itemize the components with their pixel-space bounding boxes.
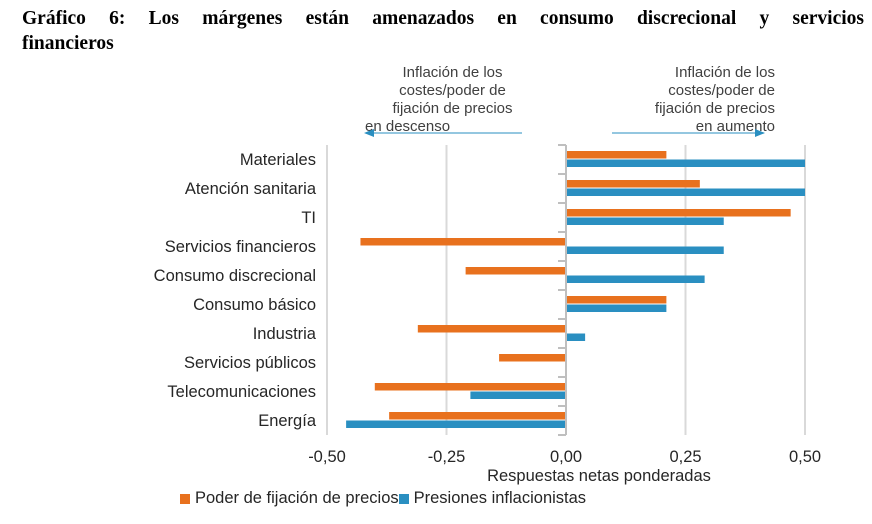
bar-pricing-power [374, 383, 566, 391]
category-label: Consumo básico [193, 296, 316, 314]
legend-label: Poder de fijación de precios [195, 489, 399, 507]
x-tick-label: 0,25 [669, 448, 701, 466]
legend-swatch-orange [180, 493, 190, 504]
left-arrow-head-icon [364, 129, 374, 137]
bar-inflation-pressures [566, 333, 586, 341]
bars [346, 151, 805, 428]
annotation-increasing-line: Inflación de los [674, 64, 775, 81]
annotation-decreasing-line: fijación de precios [392, 100, 513, 117]
category-label: Energía [258, 412, 317, 430]
legend-item-pricing-power: Poder de fijación de precios [180, 489, 399, 508]
bar-inflation-pressures [566, 304, 667, 312]
x-tick-label: 0,50 [789, 448, 821, 466]
chart-title-line-2: financieros [22, 33, 114, 54]
bar-inflation-pressures [346, 420, 566, 428]
x-tick-label: 0,00 [550, 448, 582, 466]
annotation-increasing-line: fijación de precios [654, 100, 775, 117]
x-tick-label: -0,50 [308, 448, 346, 466]
category-label: Consumo discrecional [154, 267, 316, 285]
bar-pricing-power [566, 296, 667, 304]
direction-arrows [364, 129, 765, 137]
annotation-decreasing-line: en descenso [365, 118, 451, 135]
annotation-decreasing-line: Inflación de los [402, 64, 503, 81]
bar-pricing-power [389, 412, 566, 420]
legend: Poder de fijación de precios Presiones i… [180, 489, 586, 508]
bar-inflation-pressures [566, 275, 705, 283]
bar-pricing-power [566, 209, 791, 217]
x-tick-label: -0,25 [428, 448, 466, 466]
category-label: Industria [253, 325, 317, 343]
x-tick-labels: -0,50 -0,25 0,00 0,25 0,50 [308, 448, 821, 466]
bar-inflation-pressures [566, 246, 724, 254]
legend-swatch-blue [398, 493, 409, 504]
bar-pricing-power [566, 180, 700, 188]
legend-item-inflation-pressures: Presiones inflacionistas [398, 489, 587, 508]
category-label: TI [301, 209, 316, 227]
category-label: Telecomunicaciones [167, 383, 316, 401]
bar-inflation-pressures [566, 217, 724, 225]
right-arrow-head-icon [755, 129, 765, 137]
bar-pricing-power [360, 238, 566, 246]
category-label: Servicios financieros [165, 238, 316, 256]
category-labels: Materiales Atención sanitaria TI Servicios … [154, 151, 317, 430]
category-label: Atención sanitaria [185, 180, 317, 198]
annotation-decreasing: Inflación de los costes/poder de fijació… [365, 64, 540, 136]
x-axis-title: Respuestas netas ponderadas [487, 467, 711, 485]
bar-pricing-power [566, 151, 667, 159]
category-label: Materiales [240, 151, 316, 169]
annotation-increasing-line: costes/poder de [668, 82, 775, 99]
bar-inflation-pressures [566, 159, 805, 167]
bar-inflation-pressures [470, 391, 566, 399]
zero-axis [558, 144, 567, 436]
legend-label: Presiones inflacionistas [413, 489, 587, 507]
category-label: Servicios públicos [184, 354, 316, 372]
bar-pricing-power [417, 325, 566, 333]
annotation-decreasing-line: costes/poder de [399, 82, 506, 99]
bar-inflation-pressures [566, 188, 805, 196]
chart-title: Gráfico 6: Los márgenes están amenazados… [22, 6, 864, 56]
chart-title-line-1: Gráfico 6: Los márgenes están amenazados… [22, 8, 864, 29]
bar-pricing-power [465, 267, 566, 275]
bar-pricing-power [499, 354, 566, 362]
